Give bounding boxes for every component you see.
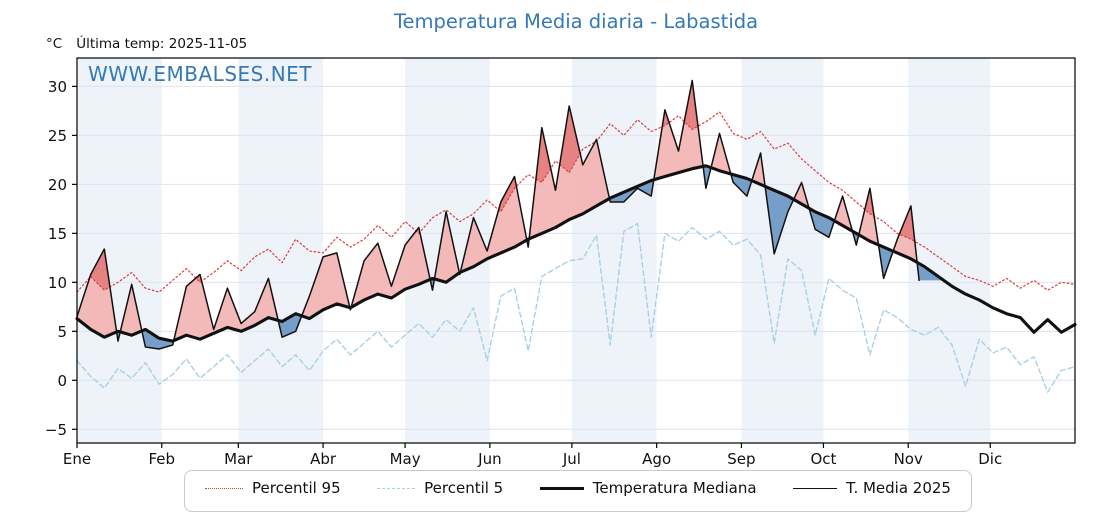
legend-label: T. Media 2025 [846, 479, 951, 497]
x-tick-label-may: May [390, 450, 421, 468]
y-axis-ticks-and-labels: −5 0 5 10 15 20 25 30 [45, 78, 77, 439]
x-axis-ticks-and-labels: Ene Feb Mar Abr May Jun Jul Ago Sep Oct Nov Dic [63, 443, 1002, 468]
x-tick-label-mar: Mar [224, 450, 253, 468]
legend-label: Percentil 95 [252, 479, 341, 497]
x-tick-label-oct: Oct [810, 450, 836, 468]
chart-subheader: °C Última temp: 2025-11-05 [46, 36, 247, 52]
x-tick-label-jul: Jul [562, 450, 581, 468]
t2025-line-swatch-icon [793, 487, 838, 489]
legend-item-mediana: Temperatura Mediana [539, 479, 757, 503]
legend-label: Percentil 5 [424, 479, 504, 497]
last-temp-label: Última temp: 2025-11-05 [76, 36, 248, 52]
chart-title: Temperatura Media diaria - Labastida [393, 10, 759, 33]
x-tick-label-feb: Feb [148, 450, 175, 468]
x-tick-label-ene: Ene [63, 450, 91, 468]
chart-canvas: Ene Feb Mar Abr May Jun Jul Ago Sep Oct Nov Dic −5 0 5… [45, 57, 1077, 468]
chart-legend: Percentil 95 Percentil 5 Temperatura Med… [184, 470, 972, 512]
x-tick-label-nov: Nov [894, 450, 923, 468]
legend-item-percentil-5: Percentil 5 [377, 479, 503, 503]
y-tick-label-15: 15 [48, 225, 67, 243]
y-tick-label-20: 20 [48, 176, 67, 194]
p5-line-swatch-icon [377, 487, 416, 489]
y-tick-label-30: 30 [48, 78, 67, 96]
y-tick-label-−5: −5 [45, 421, 67, 439]
legend-label: Temperatura Mediana [592, 479, 757, 497]
legend-item-percentil-95: Percentil 95 [205, 479, 341, 503]
p95-line-swatch-icon [205, 487, 243, 489]
median-line-swatch-icon [539, 486, 584, 490]
mediana-line [75, 164, 1077, 343]
x-tick-label-jun: Jun [477, 450, 501, 468]
x-tick-label-ago: Ago [642, 450, 671, 468]
y-tick-label-5: 5 [57, 323, 67, 341]
percentil-5-line [76, 222, 1076, 393]
x-tick-label-sep: Sep [727, 450, 755, 468]
month-bands [77, 58, 991, 443]
x-tick-label-abr: Abr [310, 450, 337, 468]
axis-frame [76, 57, 1076, 444]
legend-item-t-media-2025: T. Media 2025 [793, 479, 951, 503]
y-axis-unit-label: °C [46, 36, 63, 52]
y-tick-label-0: 0 [57, 372, 67, 390]
watermark: WWW.EMBALSES.NET [88, 62, 313, 86]
t-media-2025-line [76, 79, 920, 350]
x-tick-label-dic: Dic [978, 450, 1002, 468]
y-tick-label-10: 10 [48, 274, 67, 292]
y-tick-label-25: 25 [48, 127, 67, 145]
percentil-95-line [76, 111, 1076, 293]
